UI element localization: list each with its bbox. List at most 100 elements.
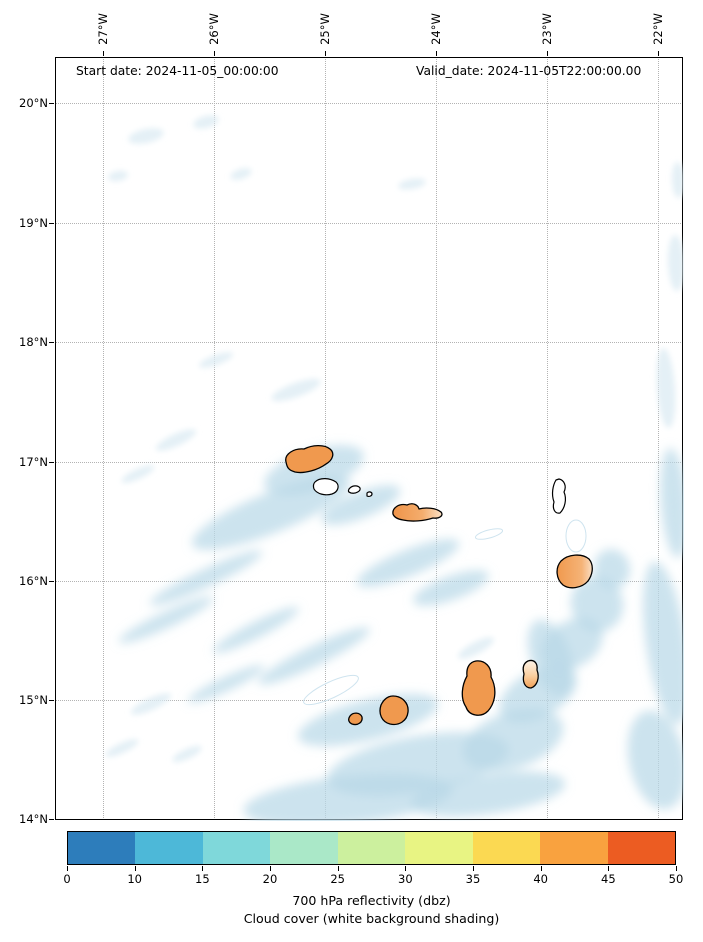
x-axis-tick-mark (547, 51, 548, 56)
islands-layer (285, 444, 593, 726)
y-axis-tick-label: 19°N (19, 216, 48, 230)
cloud-wisp (128, 128, 164, 144)
cloud-streak (149, 550, 263, 606)
cloud-contour-layer (303, 519, 587, 706)
colorbar-segment (607, 832, 675, 864)
cloud-band (643, 561, 684, 725)
map-canvas (105, 115, 684, 821)
y-axis-tick-label: 15°N (19, 693, 48, 707)
colorbar-segment (270, 832, 338, 864)
cloud-band (356, 539, 460, 587)
cloud-wisp (105, 739, 139, 757)
y-axis-tick-mark (49, 819, 54, 820)
colorbar-tick-mark (202, 866, 204, 871)
y-axis-tick-mark (49, 462, 54, 463)
y-axis-tick-label: 20°N (19, 96, 48, 110)
gridline-vertical (436, 57, 437, 820)
colorbar-segment (202, 832, 271, 864)
x-axis-tick-mark (325, 51, 326, 56)
colorbar-segment (135, 832, 203, 864)
colorbar-tick-mark (676, 866, 677, 871)
y-axis-tick-label: 18°N (19, 335, 48, 349)
gridline-horizontal (55, 462, 683, 463)
colorbar-tick-mark (540, 866, 542, 871)
x-axis-tick-mark (658, 51, 659, 56)
island-sal (551, 478, 566, 514)
x-axis-tick-label: 22°W (651, 13, 665, 45)
cloud-wisp (230, 168, 252, 180)
cloud-band (191, 476, 351, 550)
x-axis-tick-label: 26°W (207, 13, 221, 45)
cloud-band (321, 485, 401, 525)
gridline-vertical (547, 57, 548, 820)
y-axis-tick-mark (49, 700, 54, 701)
colorbar-label-line1: 700 hPa reflectivity (dbz) (292, 893, 451, 908)
colorbar-tick-mark (473, 866, 474, 871)
island-santa-luzia (347, 485, 361, 494)
y-axis-tick-mark (49, 103, 54, 104)
cloud-band (660, 448, 684, 558)
cloud-band (410, 771, 566, 817)
cloud-faint-layer (105, 115, 684, 763)
colorbar-tick-label: 30 (398, 872, 413, 886)
gridline-horizontal (55, 342, 683, 343)
island-fogo (379, 695, 409, 726)
x-axis-tick-label: 25°W (318, 13, 332, 45)
cloud-wisp (108, 170, 128, 182)
colorbar-tick-mark (405, 866, 407, 871)
colorbar-segment (337, 832, 406, 864)
cloud-streak (258, 627, 370, 685)
cloud-band (627, 710, 684, 810)
cloud-wisp (155, 429, 197, 451)
cloud-wisp (271, 378, 321, 402)
cloud-wisp (121, 465, 155, 483)
colorbar-tick-label: 50 (668, 872, 684, 886)
island-raso (366, 491, 373, 497)
cloud-streak (118, 596, 214, 644)
cloud-band (243, 773, 453, 821)
colorbar-tick-mark (270, 866, 271, 871)
colorbar-tick-label: 20 (262, 872, 278, 886)
cloud-wisp (193, 115, 219, 129)
island-maio (522, 659, 539, 689)
cloud-streak (213, 607, 299, 653)
colorbar-tick-mark (134, 866, 136, 871)
valid-date-annotation: Valid_date: 2024-11-05T22:00:00.00 (416, 64, 642, 78)
island-sao-nicolau (392, 503, 443, 522)
y-axis-tick-mark (49, 581, 54, 582)
cloud-band (527, 619, 575, 697)
cloud-band (413, 570, 489, 606)
y-axis-tick-mark (49, 342, 54, 343)
cloud-contour (565, 519, 587, 553)
start-date-annotation: Start date: 2024-11-05_00:00:00 (76, 64, 279, 78)
cloud-band (462, 708, 564, 772)
island-brava (348, 712, 363, 726)
x-axis-tick-label: 23°W (540, 13, 554, 45)
cloud-wisp (398, 178, 426, 190)
cloud-streak (187, 665, 265, 703)
cloud-wisp (130, 693, 172, 715)
cloud-wisp (458, 637, 494, 659)
colorbar-tick-label: 35 (465, 872, 481, 886)
colorbar-tick-label: 10 (127, 872, 142, 886)
gridline-horizontal (55, 103, 683, 104)
y-axis-tick-label: 14°N (19, 812, 48, 826)
cloud-contour (474, 528, 504, 540)
cloud-wisp (671, 162, 684, 198)
gridline-vertical (103, 57, 104, 820)
cloud-shading-layer (118, 445, 684, 821)
gridline-vertical (658, 57, 659, 820)
x-axis-tick-mark (103, 51, 104, 56)
x-axis-tick-mark (436, 51, 437, 56)
x-axis-tick-label: 27°W (96, 13, 110, 45)
colorbar (67, 831, 676, 865)
colorbar-tick-label: 0 (63, 872, 71, 886)
y-axis-tick-label: 16°N (19, 574, 48, 588)
x-axis-tick-mark (214, 51, 215, 56)
colorbar-tick-label: 45 (601, 872, 616, 886)
cloud-contour (303, 674, 359, 706)
colorbar-tick-label: 15 (195, 872, 210, 886)
y-axis-tick-label: 17°N (19, 455, 48, 469)
colorbar-tick-mark (337, 866, 339, 871)
